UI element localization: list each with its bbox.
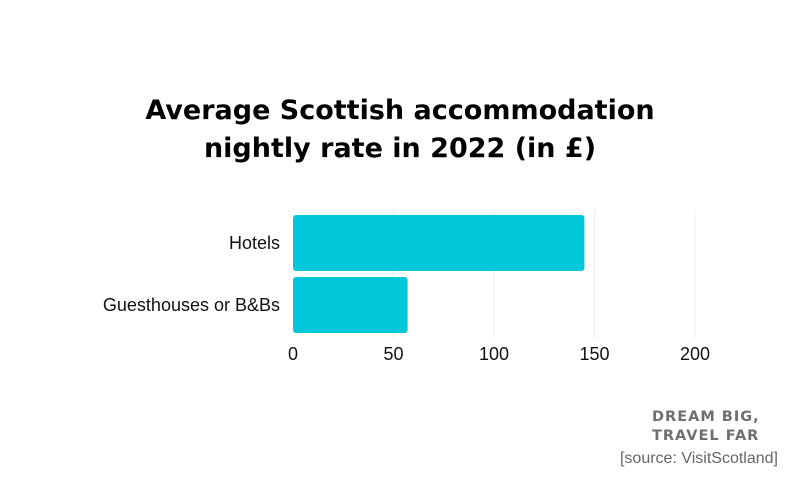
- category-label-1: Hotels: [229, 233, 280, 253]
- bar-1: [293, 215, 585, 271]
- x-tick-label: 150: [579, 344, 609, 364]
- source-note: [source: VisitScotland]: [619, 450, 778, 467]
- brand-line-1: DREAM BIG,: [652, 409, 760, 425]
- x-tick-label: 100: [479, 344, 509, 364]
- chart-title-line-2: nightly rate in 2022 (in £): [203, 133, 597, 164]
- brand-logo-text: DREAM BIG, TRAVEL FAR: [652, 408, 760, 446]
- category-label-2: Guesthouses or B&Bs: [103, 295, 280, 315]
- x-tick-label: 0: [288, 344, 298, 364]
- chart-title-line-1: Average Scottish accommodation: [145, 95, 655, 126]
- chart-title: Average Scottish accommodation nightly r…: [0, 92, 800, 168]
- x-tick-label: 200: [680, 344, 710, 364]
- x-tick-label: 50: [383, 344, 403, 364]
- brand-line-2: TRAVEL FAR: [652, 428, 760, 444]
- bar-2: [293, 277, 408, 333]
